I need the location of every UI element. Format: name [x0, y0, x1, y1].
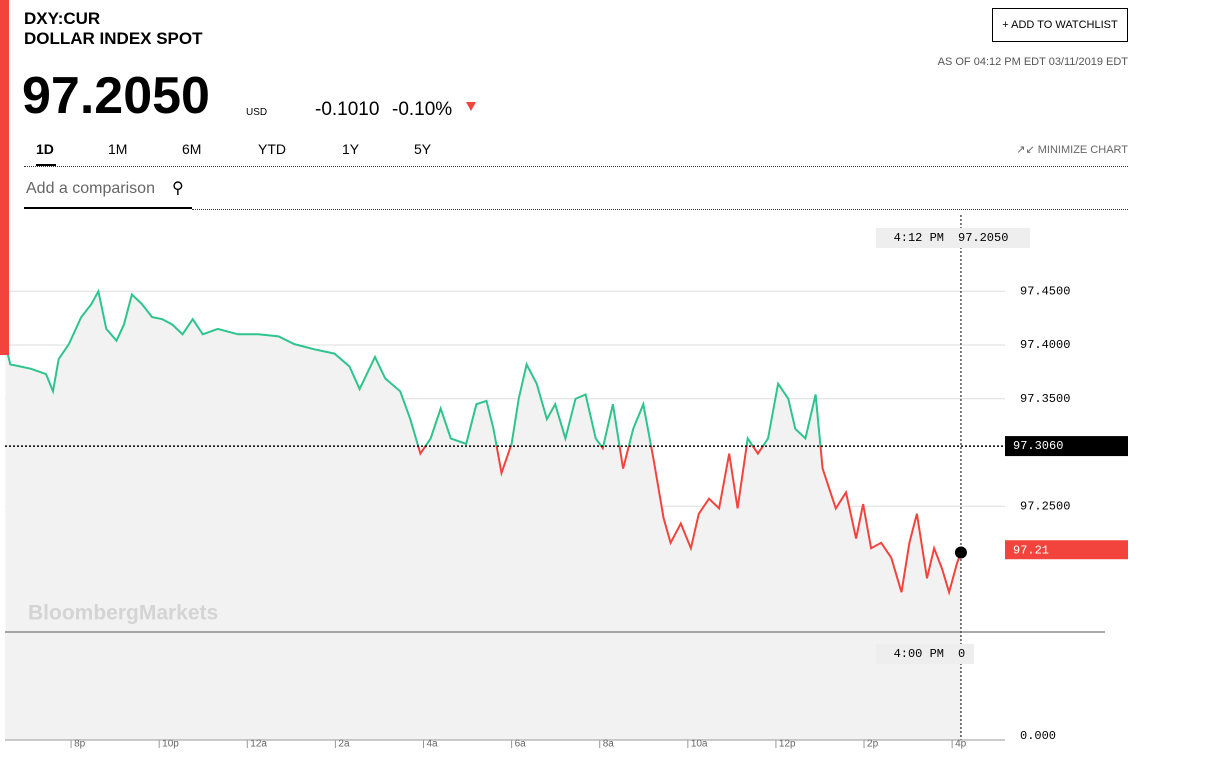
x-tick-label: 12a [250, 739, 267, 750]
volume-tooltip-value: 0 [958, 647, 965, 661]
accent-bar [0, 0, 9, 355]
last-price-box [1005, 540, 1128, 560]
reference-box [1005, 436, 1128, 457]
active-tab-underline [36, 164, 56, 166]
comparison-input[interactable]: Add a comparison [26, 180, 155, 197]
x-tick-label: 8p [74, 739, 86, 750]
tooltip-box [876, 228, 1030, 248]
price: 97.2050 [22, 67, 210, 125]
y-tick-label: 97.2500 [1020, 499, 1070, 513]
change-pct: -0.10% [392, 99, 453, 120]
divider [24, 166, 1128, 167]
divider [192, 209, 1128, 210]
input-underline [24, 207, 192, 209]
as-of: AS OF 04:12 PM EDT 03/11/2019 EDT [937, 56, 1128, 68]
range-tab[interactable]: 1Y [342, 141, 360, 157]
minimize-label: MINIMIZE CHART [1037, 144, 1128, 156]
tooltip-time: 4:12 PM [894, 231, 944, 245]
area-fill [5, 291, 961, 632]
x-tick-label: 10p [162, 739, 179, 750]
x-tick-label: 4p [955, 739, 967, 750]
price-line [4, 288, 962, 596]
y-tick-label: 97.3500 [1020, 392, 1070, 406]
volume-axis-label: 0.000 [1020, 729, 1056, 743]
plus-icon: + [1002, 19, 1012, 31]
crosshair-dot [954, 546, 967, 559]
range-tab[interactable]: 1D [36, 141, 54, 157]
volume-tooltip-time: 4:00 PM [894, 647, 944, 661]
x-tick-label: 2a [338, 739, 350, 750]
reference-label: 97.3060 [1013, 439, 1063, 453]
watchlist-button[interactable]: + ADD TO WATCHLIST [992, 8, 1128, 42]
down-arrow [466, 102, 476, 111]
symbol: DXY:CUR [24, 9, 101, 28]
watermark: BloombergMarkets [28, 602, 218, 625]
range-tab[interactable]: YTD [258, 141, 286, 157]
x-tick-label: 2p [867, 739, 879, 750]
y-tick-label: 97.4500 [1020, 284, 1070, 298]
last-price-label: 97.21 [1013, 543, 1049, 557]
range-tab[interactable]: 1M [108, 141, 128, 157]
x-tick-label: 12p [779, 739, 796, 750]
volume-panel [5, 632, 961, 740]
x-tick-label: 10a [691, 739, 708, 750]
instrument-name: DOLLAR INDEX SPOT [24, 29, 203, 48]
range-tab[interactable]: 6M [182, 141, 202, 157]
minimize-chart[interactable]: ↗↙ MINIMIZE CHART [1016, 144, 1128, 156]
currency: USD [246, 107, 268, 118]
y-tick-label: 97.4000 [1020, 338, 1070, 352]
tooltip-price: 97.2050 [958, 231, 1008, 245]
range-tab[interactable]: 5Y [414, 141, 432, 157]
x-tick-label: 8a [603, 739, 615, 750]
x-tick-label: 6a [515, 739, 527, 750]
change: -0.1010 [315, 99, 380, 120]
search-icon[interactable]: ⚲ [172, 180, 184, 197]
watchlist-label: ADD TO WATCHLIST [1011, 19, 1118, 31]
volume-tooltip-box [876, 644, 974, 664]
x-tick-label: 4a [427, 739, 439, 750]
